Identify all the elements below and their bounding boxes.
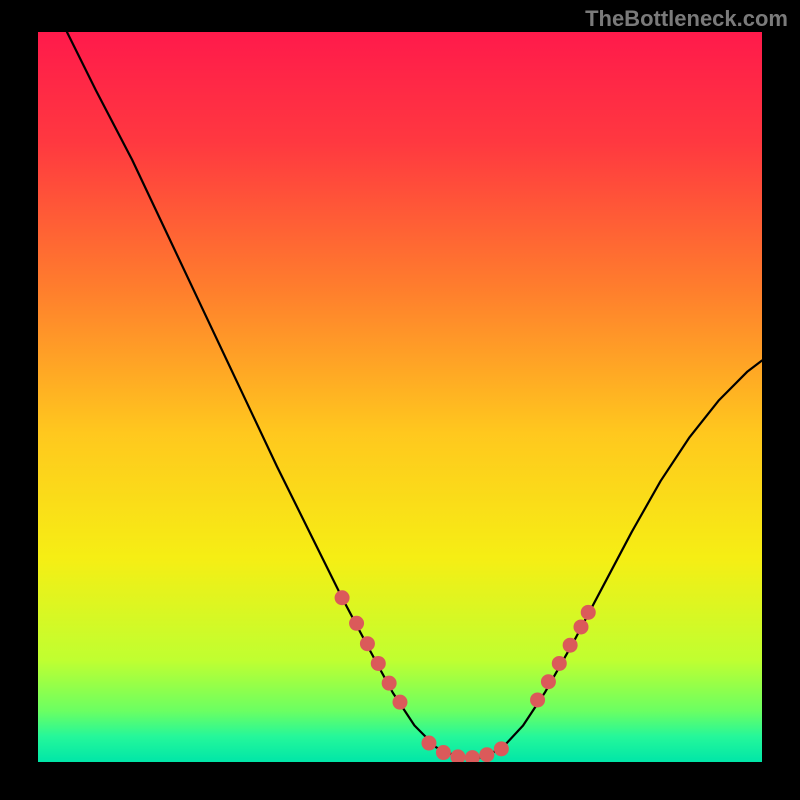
curve-marker [371,656,386,671]
curve-marker [552,656,567,671]
curve-marker [421,736,436,751]
curve-marker [335,590,350,605]
curve-marker [563,638,578,653]
curve-marker [393,695,408,710]
curve-marker [479,747,494,762]
watermark-text: TheBottleneck.com [585,6,788,32]
curve-marker [541,674,556,689]
curve-marker [581,605,596,620]
curve-marker [574,619,589,634]
curve-marker [349,616,364,631]
curve-marker [360,636,375,651]
curve-marker [382,676,397,691]
plot-area [38,32,762,762]
curve-marker [436,745,451,760]
curve-marker [465,750,480,762]
bottleneck-curve [38,32,762,762]
curve-marker [494,741,509,756]
curve-marker [450,749,465,762]
curve-marker [530,692,545,707]
